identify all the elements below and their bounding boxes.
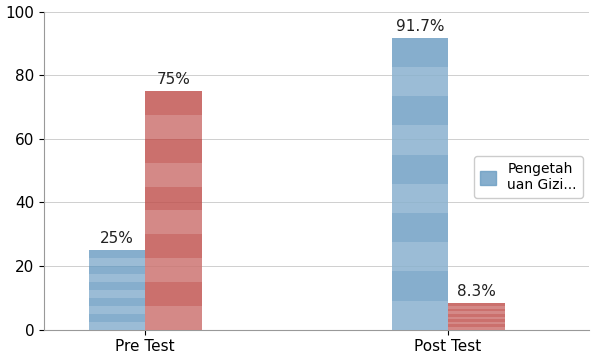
Bar [448, 306, 505, 309]
Text: 25%: 25% [100, 231, 134, 246]
Bar [145, 91, 202, 330]
Text: 8.3%: 8.3% [457, 284, 496, 300]
Bar [392, 126, 448, 155]
Bar [448, 316, 505, 319]
Bar [392, 38, 448, 330]
Bar [448, 303, 505, 330]
Bar [392, 301, 448, 330]
Text: 75%: 75% [156, 72, 190, 87]
Bar [145, 163, 202, 186]
Bar [89, 250, 145, 330]
Text: 91.7%: 91.7% [396, 19, 444, 34]
Bar [392, 242, 448, 271]
Bar [145, 210, 202, 234]
Bar [89, 274, 145, 282]
Bar [145, 258, 202, 282]
Bar [89, 258, 145, 266]
Bar [89, 306, 145, 314]
Legend: Pengetah
uan Gizi...: Pengetah uan Gizi... [474, 156, 583, 198]
Bar [89, 290, 145, 298]
Bar [145, 306, 202, 330]
Bar [392, 184, 448, 213]
Bar [89, 322, 145, 330]
Bar [448, 322, 505, 324]
Bar [392, 67, 448, 96]
Bar [448, 327, 505, 330]
Bar [145, 115, 202, 139]
Bar [448, 311, 505, 314]
